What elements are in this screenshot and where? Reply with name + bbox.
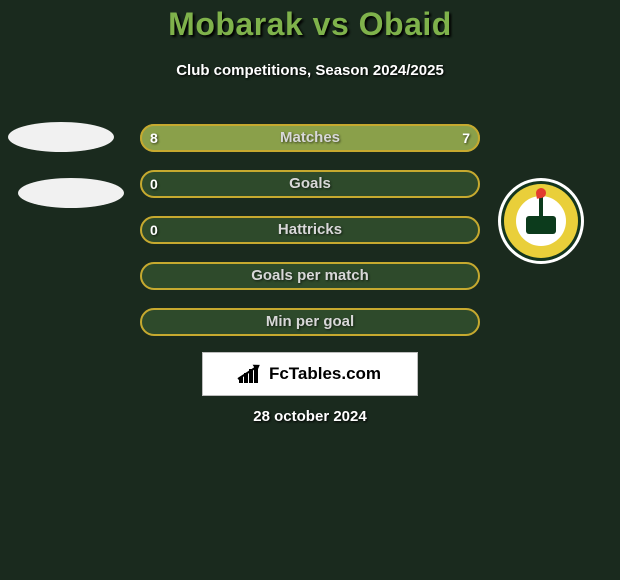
badge-book: [526, 216, 556, 234]
stat-row-right-value: 7: [462, 124, 470, 152]
stat-row: Goals per match: [140, 262, 480, 290]
stat-row-left-value: 0: [150, 170, 158, 198]
stat-row: Matches8 7: [140, 124, 480, 152]
stat-row-label: Min per goal: [140, 308, 480, 336]
player1-avatar: [8, 122, 114, 152]
brand-label: FcTables.com: [269, 364, 381, 384]
stat-row-label: Goals per match: [140, 262, 480, 290]
stat-row: Goals0: [140, 170, 480, 198]
stat-row-label: Matches: [140, 124, 480, 152]
stat-row: Min per goal: [140, 308, 480, 336]
player1-club-avatar: [18, 178, 124, 208]
stat-row-label: Hattricks: [140, 216, 480, 244]
brand-inner: FcTables.com: [239, 353, 381, 395]
page-title: Mobarak vs Obaid: [0, 6, 620, 43]
stat-row-left-value: 0: [150, 216, 158, 244]
player2-club-badge: [498, 178, 584, 264]
stat-row-label: Goals: [140, 170, 480, 198]
badge-torch: [539, 196, 543, 216]
footer-date: 28 october 2024: [0, 408, 620, 425]
brand-chart-icon: [239, 365, 263, 383]
stat-row-left-value: 8: [150, 124, 158, 152]
brand-box[interactable]: FcTables.com: [202, 352, 418, 396]
stat-row: Hattricks0: [140, 216, 480, 244]
page-subtitle: Club competitions, Season 2024/2025: [0, 62, 620, 79]
comparison-card: Mobarak vs Obaid Club competitions, Seas…: [0, 0, 620, 580]
